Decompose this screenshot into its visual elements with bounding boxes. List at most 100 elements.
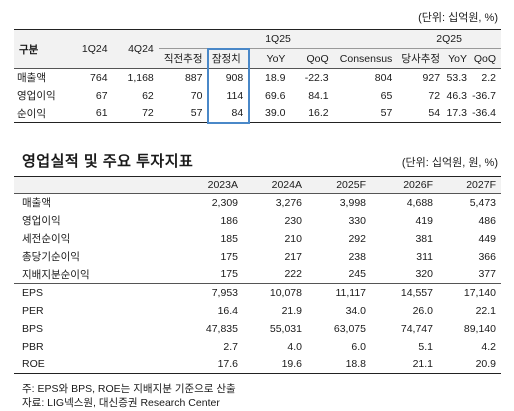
cell: 449 [478, 232, 496, 245]
cell: 186 [220, 214, 238, 227]
row-label: BPS [22, 322, 44, 335]
cell: 5,473 [469, 196, 496, 209]
cell: 55,031 [269, 322, 302, 335]
cell: 18.8 [345, 358, 366, 371]
cell: 175 [220, 250, 238, 263]
table1-header-row-2: 직전추정 잠정치 YoY QoQ Consensus 당사추정 YoY QoQ [14, 47, 501, 69]
cell: 2.7 [223, 340, 238, 353]
table2-corner [14, 177, 179, 194]
col-1q25-qoq: QoQ [290, 48, 334, 69]
table2-row-roe: ROE 17.6 19.6 18.8 21.1 20.9 [14, 356, 501, 374]
cell: 311 [416, 250, 433, 263]
cell: 67 [95, 89, 108, 102]
cell: 74,747 [400, 322, 433, 335]
row-label: ROE [22, 358, 45, 371]
cell: 5.1 [418, 340, 433, 353]
row-label: 영업이익 [22, 215, 61, 227]
col-4q24: 4Q24 [112, 29, 159, 69]
cell: 366 [478, 250, 496, 263]
row-label: 매출액 [22, 197, 51, 210]
cell: 72 [428, 89, 441, 102]
col-our-estimate: 당사추정 [397, 48, 446, 69]
cell: 4,688 [406, 196, 433, 209]
cell-highlight: 908 [207, 68, 251, 87]
cell: 18.9 [264, 71, 286, 84]
table1-unit: (단위: 십억원, %) [418, 12, 498, 24]
col-2q25-yoy: YoY [445, 48, 472, 69]
group-2q25: 2Q25 [397, 29, 501, 49]
col-prev-estimate: 직전추정 [158, 48, 209, 69]
cell: 2.2 [481, 71, 496, 84]
cell: 16.4 [217, 304, 238, 317]
col-2q25-qoq: QoQ [471, 48, 501, 69]
cell: 17,140 [463, 286, 496, 299]
table2-unit: (단위: 십억원, 원, %) [401, 157, 498, 169]
cell: 4.2 [481, 340, 496, 353]
cell: 764 [90, 71, 108, 84]
table2-row-bps: BPS 47,835 55,031 63,075 74,747 89,140 [14, 320, 501, 338]
cell-highlight: 84 [207, 104, 251, 124]
footnote: 주: EPS와 BPS, ROE는 지배지분 기준으로 산출 [22, 383, 236, 395]
cell: 419 [415, 214, 433, 227]
col-2027f: 2027F [466, 179, 496, 191]
cell: 19.6 [281, 358, 302, 371]
cell: 238 [348, 250, 366, 263]
table1-row-revenue: 매출액 764 1,168 887 908 18.9 -22.3 804 927… [14, 68, 501, 87]
cell: 26.0 [412, 304, 433, 317]
cell: 1,168 [127, 71, 154, 84]
row-label: PBR [22, 340, 44, 353]
cell: 210 [284, 232, 302, 245]
table2-header-row: 2023A 2024A 2025F 2026F 2027F [14, 176, 501, 194]
cell: 63,075 [333, 322, 366, 335]
cell: 175 [220, 268, 238, 281]
cell: 47,835 [205, 322, 238, 335]
source-note: 자료: LIG넥스원, 대신증권 Research Center [22, 397, 220, 409]
col-1q24: 1Q24 [65, 29, 113, 69]
cell: 17.3 [446, 107, 467, 120]
cell: 7,953 [211, 286, 238, 299]
col-1q25-yoy: YoY [249, 48, 291, 69]
cell: 16.2 [308, 107, 329, 120]
cell: 21.1 [412, 358, 433, 371]
cell: 10,078 [269, 286, 302, 299]
row-label: 영업이익 [17, 90, 56, 102]
cell: 89,140 [463, 322, 496, 335]
row-label: 지배지분순이익 [22, 268, 90, 281]
cell: 486 [478, 214, 496, 227]
table1-corner-label: 구분 [14, 29, 66, 69]
col-2023a: 2023A [207, 179, 238, 191]
cell: 14,557 [400, 286, 433, 299]
cell: 4.0 [287, 340, 302, 353]
table2-row-revenue: 매출액 2,309 3,276 3,998 4,688 5,473 [14, 194, 501, 212]
table1-row-net-income: 순이익 61 72 57 84 39.0 16.2 57 54 17.3 -36… [14, 104, 501, 124]
table2-row-total-net-income: 총당기순이익 175 217 238 311 366 [14, 248, 501, 266]
table2-row-pretax-income: 세전순이익 185 210 292 381 449 [14, 230, 501, 248]
section-title: 영업실적 및 주요 투자지표 [22, 153, 194, 170]
cell: 222 [284, 268, 302, 281]
cell: 84.1 [308, 89, 329, 102]
annual-indicators-table: 2023A 2024A 2025F 2026F 2027F 매출액 2,309 … [14, 176, 501, 374]
row-label: 매출액 [17, 72, 46, 85]
row-label: 세전순이익 [22, 233, 71, 245]
cell: 54 [428, 107, 441, 120]
cell: 53.3 [446, 71, 467, 84]
cell: 381 [415, 232, 433, 245]
cell: 65 [380, 89, 393, 102]
cell: 3,276 [275, 196, 302, 209]
table2-row-operating-profit: 영업이익 186 230 330 419 486 [14, 212, 501, 230]
table2-row-controlling-net-income: 지배지분순이익 175 222 245 320 377 [14, 266, 501, 284]
cell: 804 [374, 71, 393, 84]
cell: 69.6 [264, 89, 286, 102]
cell: 217 [284, 250, 302, 263]
col-2024a: 2024A [271, 179, 302, 191]
cell: 377 [478, 268, 496, 281]
cell: 6.0 [351, 340, 366, 353]
cell: 72 [142, 107, 154, 120]
cell: 3,998 [339, 196, 366, 209]
cell: 22.1 [475, 304, 496, 317]
cell: 62 [142, 89, 154, 102]
table2-row-per: PER 16.4 21.9 34.0 26.0 22.1 [14, 302, 501, 320]
cell: 21.9 [281, 304, 302, 317]
col-consensus: Consensus [333, 48, 398, 69]
